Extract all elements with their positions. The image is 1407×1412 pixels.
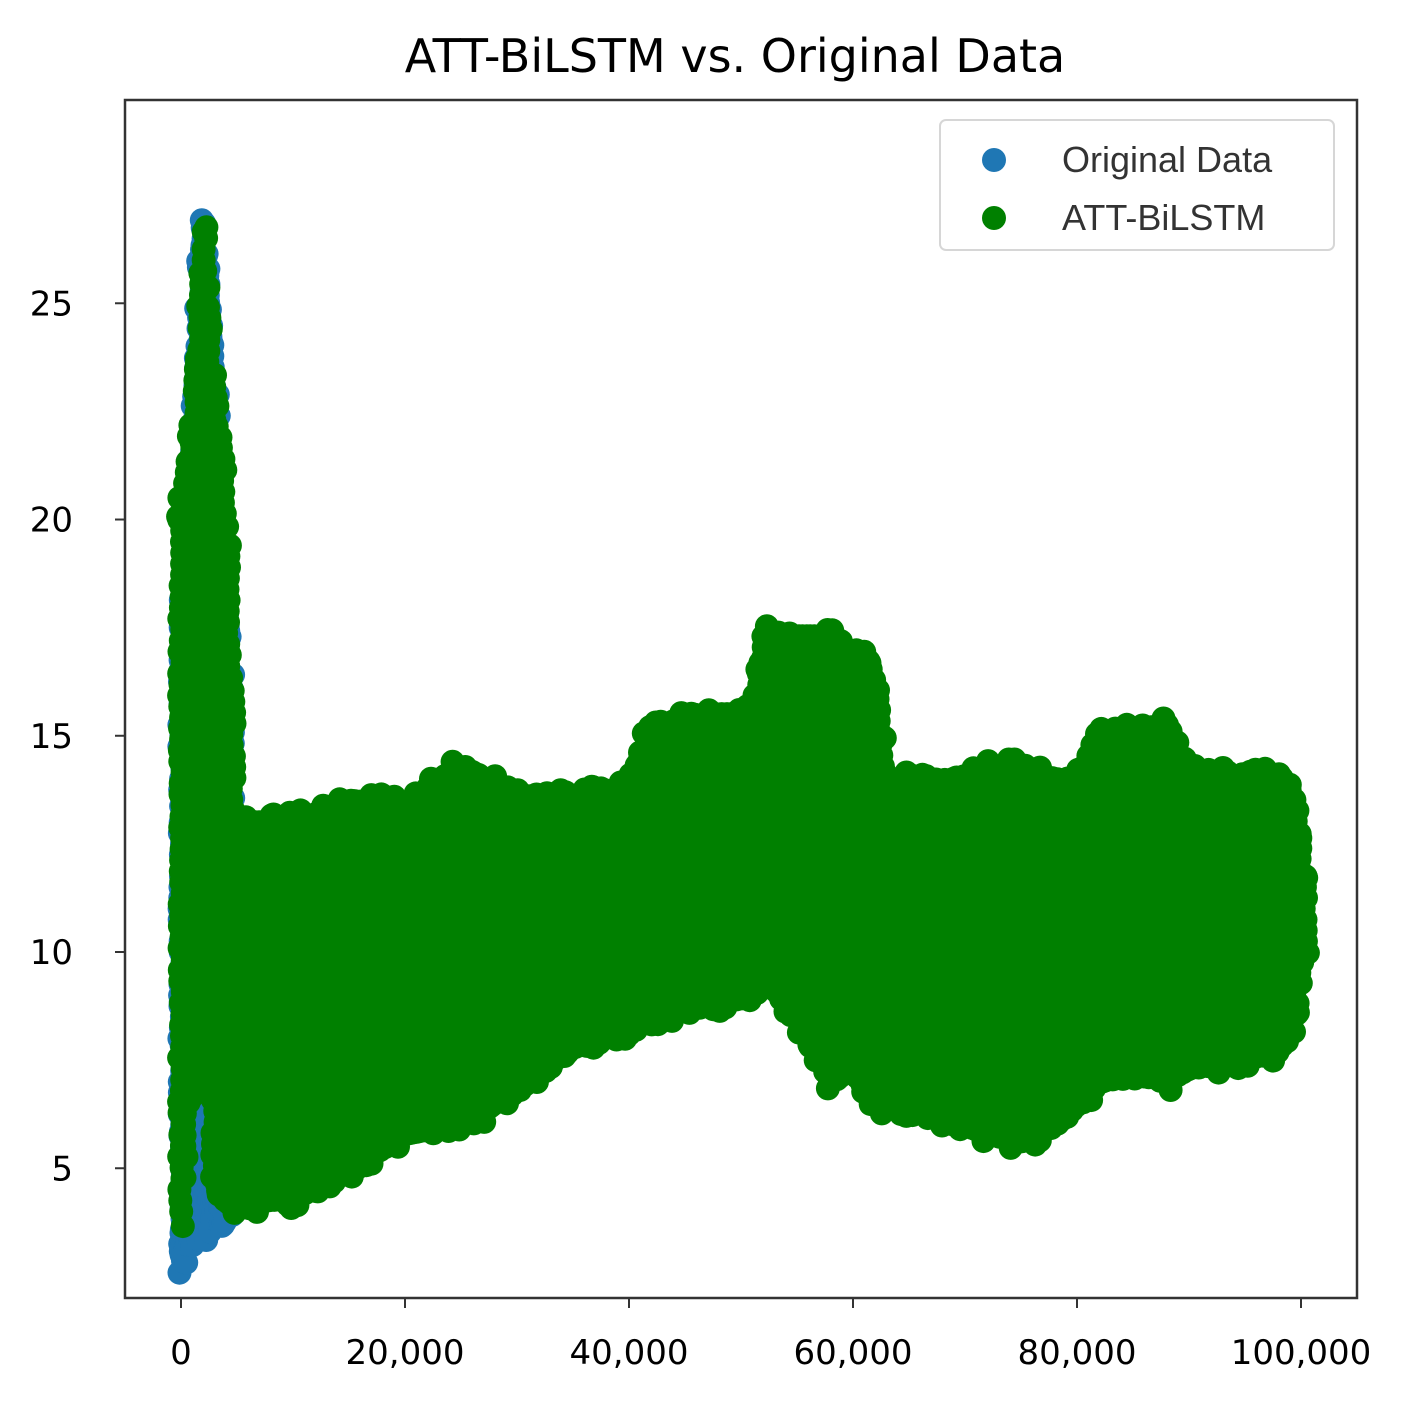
data-point: [196, 275, 221, 300]
data-point: [191, 219, 216, 244]
data-point: [203, 363, 227, 388]
chart-title: ATT-BiLSTM vs. Original Data: [405, 29, 1066, 83]
data-point: [172, 1165, 197, 1190]
data-point: [208, 435, 233, 460]
data-point: [205, 394, 230, 418]
data-point: [219, 665, 244, 690]
data-point: [215, 514, 240, 539]
data-point: [204, 414, 229, 439]
data-point: [170, 1214, 195, 1239]
series-att-bilstm: [166, 215, 1320, 1239]
plot-area: [166, 208, 1320, 1285]
